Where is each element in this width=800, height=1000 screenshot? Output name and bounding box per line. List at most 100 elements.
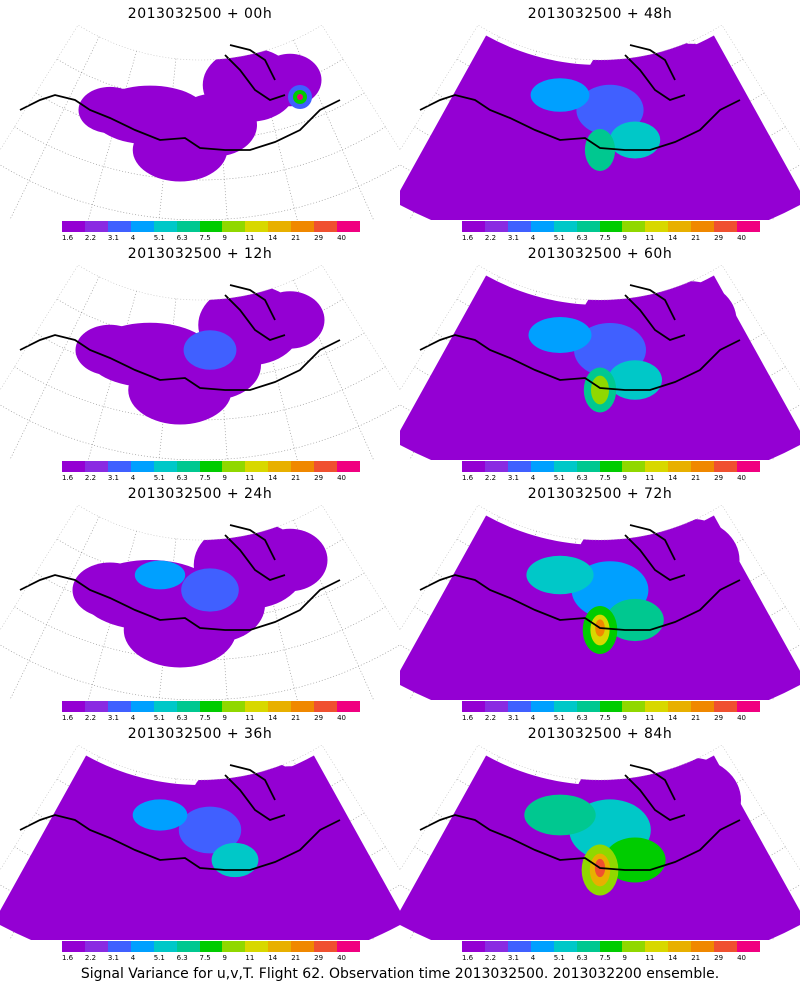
colorbar-swatch: [691, 221, 715, 232]
colorbar-tick-label: 4: [130, 234, 136, 242]
colorbar-tick-label: 40: [737, 714, 746, 722]
colorbar-tick-label: 21: [291, 474, 301, 482]
colorbar-swatch: [507, 941, 531, 952]
colorbar-tick-label: 7.5: [199, 474, 211, 482]
colorbar-tick-label: 5.1: [553, 234, 565, 242]
colorbar-swatch: [507, 701, 531, 712]
colorbar-swatch: [337, 941, 360, 952]
colorbar-tick-label: 21: [691, 714, 701, 722]
coastline: [419, 284, 741, 391]
colorbar-tick-label: 29: [714, 954, 724, 962]
colorbar-swatch: [107, 461, 131, 472]
variance-field: [78, 48, 322, 182]
map-plot: [400, 24, 800, 220]
forecast-panel: 2013032500 + 36h 1.6 2.2 3.1 4 5.1 6.3 7.5 9 11 14…: [0, 720, 400, 962]
colorbar-tick-label: 11: [245, 714, 255, 722]
colorbar-tick-label: 7.5: [199, 234, 211, 242]
coastline: [19, 44, 341, 151]
colorbar-swatch: [714, 941, 738, 952]
colorbar-tick-label: 29: [314, 234, 324, 242]
map-plot: [400, 504, 800, 700]
colorbar-tick-label: 14: [268, 954, 278, 962]
variance-field: [400, 270, 800, 460]
forecast-panel: 2013032500 + 48h 1.6 2.2 3.1 4 5.1 6.3 7.5 9 11 14…: [400, 0, 800, 242]
colorbar-swatch: [245, 221, 269, 232]
colorbar-tick-label: 6.3: [176, 714, 188, 722]
colorbar-swatch: [530, 701, 554, 712]
panel-title: 2013032500 + 60h: [527, 246, 673, 262]
colorbar: [462, 221, 760, 232]
colorbar-tick-label: 14: [668, 234, 678, 242]
colorbar-swatch: [337, 701, 360, 712]
colorbar-swatch: [668, 941, 692, 952]
colorbar-tick-label: 40: [737, 474, 746, 482]
colorbar-ticks: 1.6 2.2 3.1 4 5.1 6.3 7.5 9 11 14 21 29 40: [62, 954, 360, 964]
map-plot: [0, 504, 400, 700]
colorbar-swatch: [714, 701, 738, 712]
colorbar-swatch: [599, 941, 623, 952]
colorbar-tick-label: 11: [645, 714, 655, 722]
colorbar: [62, 941, 360, 952]
colorbar-swatch: [222, 701, 246, 712]
colorbar-swatch: [291, 221, 315, 232]
colorbar-tick-label: 2.2: [484, 234, 497, 242]
colorbar-swatch: [645, 941, 669, 952]
colorbar-swatch: [199, 941, 223, 952]
colorbar-tick-label: 4: [130, 474, 136, 482]
map-plot: [0, 744, 400, 940]
colorbar-swatch: [291, 461, 315, 472]
colorbar-tick-label: 29: [314, 714, 324, 722]
colorbar-tick-label: 7.5: [599, 234, 611, 242]
colorbar-swatch: [668, 221, 692, 232]
colorbar-swatch: [176, 461, 200, 472]
colorbar-swatch: [691, 701, 715, 712]
colorbar-tick-label: 9: [222, 234, 227, 242]
colorbar: [462, 461, 760, 472]
colorbar-tick-label: 7.5: [599, 714, 611, 722]
colorbar-ticks: 1.6 2.2 3.1 4 5.1 6.3 7.5 9 11 14 21 29 40: [462, 474, 760, 484]
colorbar-swatch: [337, 461, 360, 472]
colorbar-ticks: 1.6 2.2 3.1 4 5.1 6.3 7.5 9 11 14 21 29 40: [62, 474, 360, 484]
colorbar-tick-label: 4: [530, 234, 536, 242]
colorbar-swatch: [176, 941, 200, 952]
map-plot: [0, 24, 400, 220]
colorbar-tick-label: 1.6: [62, 234, 74, 242]
colorbar-tick-label: 5.1: [553, 474, 565, 482]
colorbar-tick-label: 11: [245, 474, 255, 482]
colorbar-tick-label: 3.1: [507, 474, 519, 482]
colorbar-ticks: 1.6 2.2 3.1 4 5.1 6.3 7.5 9 11 14 21 29 40: [462, 954, 760, 964]
coastline: [19, 764, 341, 871]
colorbar-tick-label: 5.1: [153, 234, 165, 242]
colorbar-tick-label: 14: [668, 954, 678, 962]
colorbar-tick-label: 40: [337, 954, 346, 962]
colorbar-swatch: [199, 701, 223, 712]
panel-title: 2013032500 + 84h: [527, 726, 673, 742]
colorbar-swatch: [576, 941, 600, 952]
colorbar-tick-label: 40: [337, 474, 346, 482]
colorbar-swatch: [176, 701, 200, 712]
colorbar-swatch: [245, 461, 269, 472]
colorbar-tick-label: 9: [222, 714, 227, 722]
colorbar-tick-label: 9: [222, 474, 227, 482]
colorbar-tick-label: 1.6: [62, 714, 74, 722]
colorbar-tick-label: 1.6: [462, 714, 474, 722]
colorbar-tick-label: 14: [668, 474, 678, 482]
colorbar-tick-label: 4: [530, 474, 536, 482]
colorbar-swatch: [553, 941, 577, 952]
colorbar-tick-label: 2.2: [84, 954, 97, 962]
colorbar-tick-label: 21: [291, 714, 301, 722]
colorbar-swatch: [62, 941, 85, 952]
colorbar-swatch: [153, 701, 177, 712]
colorbar-swatch: [576, 461, 600, 472]
forecast-panel: 2013032500 + 72h 1.6 2.2 3.1 4 5.1 6.3 7.5 9 11 14…: [400, 480, 800, 722]
colorbar-swatch: [153, 461, 177, 472]
forecast-panel: 2013032500 + 00h 1.6 2.2 3.1 4 5.1 6.3 7.5 9 11 14…: [0, 0, 400, 242]
colorbar-swatch: [553, 221, 577, 232]
colorbar-tick-label: 1.6: [62, 954, 74, 962]
colorbar-swatch: [484, 701, 508, 712]
colorbar-tick-label: 11: [645, 954, 655, 962]
colorbar-tick-label: 9: [622, 474, 627, 482]
colorbar-tick-label: 7.5: [199, 954, 211, 962]
colorbar-tick-label: 21: [691, 234, 701, 242]
